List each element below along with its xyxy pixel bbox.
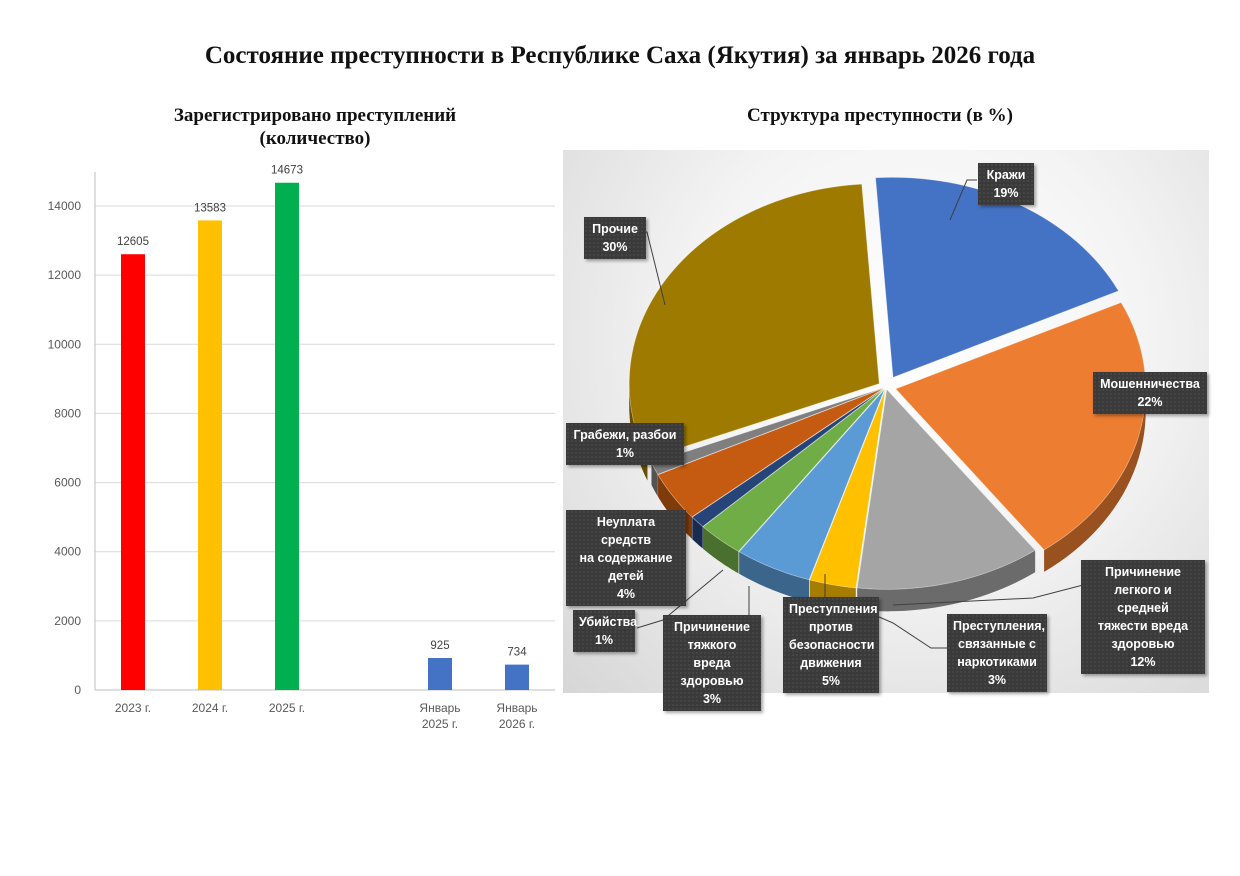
pie-label-nark: Преступления, связанные с наркотиками 3% [947,614,1047,692]
pie-slice [628,183,880,460]
bar-chart-title: Зарегистрировано преступлений (количеств… [100,104,530,150]
pie-label-neupl: Неуплата средств на содержание детей 4% [566,510,686,606]
pie-slice-side [692,517,703,549]
pie-slice-side [1044,388,1146,572]
y-tick-label: 6000 [54,476,81,490]
page-title: Состояние преступности в Республике Саха… [204,42,1036,69]
pie-slice [738,388,886,581]
leader-line [949,179,977,221]
bar [428,658,452,690]
pie-slice [702,388,885,552]
y-tick-label: 10000 [48,337,82,351]
pie-slice-side [651,462,658,497]
bar [505,664,529,690]
pie-slice-side [703,526,739,574]
bar [198,220,222,690]
pie-label-grab: Грабежи, разбои 1% [566,423,684,465]
bar [275,182,299,690]
pie-chart-panel: Кражи 19% Мошенничества 22% Причинение легк… [563,150,1209,711]
y-tick-label: 12000 [48,268,82,282]
pie-chart [628,176,1147,649]
x-tick-label: 2024 г. [192,701,228,715]
pie-chart-title: Структура преступности (в %) [747,105,1013,126]
y-tick-label: 0 [74,683,81,697]
bar-value-label: 734 [507,647,527,659]
pie-label-moshen: Мошенничества 22% [1093,372,1207,414]
bar-chart-title-line-1: Зарегистрировано преступлений [173,105,457,126]
pie-slice [895,301,1147,551]
pie-slice [657,387,884,518]
x-tick-label: 2025 г. [422,717,458,731]
pie-label-tyazh: Причинение тяжкого вреда здоровью 3% [663,615,761,711]
pie-slice [809,389,886,589]
bar-value-label: 14673 [271,165,303,177]
x-tick-label: 2026 г. [499,717,535,731]
y-tick-label: 2000 [54,614,81,628]
bar-value-label: 925 [430,640,449,652]
x-tick-label: 2023 г. [115,701,151,715]
pie-label-proch: Прочие 30% [584,217,646,259]
pie-slice [691,388,885,528]
x-tick-label: Январь [496,701,537,715]
y-tick-label: 14000 [48,199,82,213]
pie-label-ubiy: Убийства 1% [573,610,637,652]
pie-slice-side [739,551,810,602]
x-tick-label: Январь [419,701,460,715]
bar-chart-title-line-2: (количество) [259,128,371,149]
bar [121,254,145,690]
bar-chart: 0 2000 4000 6000 8000 10000 12000 14000 2023 г. 1… [48,165,555,731]
bar-value-label: 12605 [117,236,149,248]
pie-label-legk: Причинение легкого и средней тяжести вреда… [1081,560,1205,674]
pie-slice [856,388,1036,590]
pie-label-krazhi: Кражи 19% [978,163,1034,205]
pie-label-bezop: Преступления против безопасности движения 5% [783,597,879,693]
x-tick-label: 2025 г. [269,701,305,715]
bar-value-label: 13583 [194,202,226,214]
pie-tops [628,176,1147,590]
pie-slice-side [857,550,1036,612]
y-tick-label: 8000 [54,406,81,420]
y-tick-label: 4000 [54,545,81,559]
